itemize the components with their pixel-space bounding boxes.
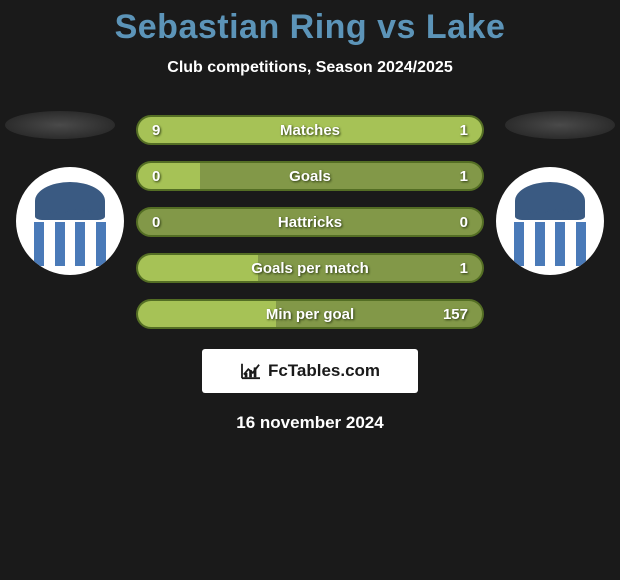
team-crest-left: Π.Α.Ε. Π.Α.Σ. ΛΑΜΙΑ <box>16 167 124 275</box>
crest-label: Π.Α.Ε. Π.Α.Σ. ΛΑΜΙΑ <box>16 209 124 215</box>
stat-row: 01Goals <box>136 161 484 191</box>
shadow-right <box>505 111 615 139</box>
subtitle: Club competitions, Season 2024/2025 <box>0 59 620 77</box>
stat-label: Hattricks <box>138 209 482 235</box>
brand-text: FcTables.com <box>268 361 380 381</box>
chart-icon <box>240 362 262 380</box>
stat-row: 157Min per goal <box>136 299 484 329</box>
crest-label: Π.Α.Ε. Π.Α.Σ. ΛΑΜΙΑ <box>496 209 604 215</box>
stat-bars: 91Matches 01Goals 00Hattricks 1Goals per ma… <box>136 115 484 345</box>
infographic: Sebastian Ring vs Lake Club competitions… <box>0 0 620 433</box>
team-crest-right: Π.Α.Ε. Π.Α.Σ. ΛΑΜΙΑ <box>496 167 604 275</box>
stat-row: 91Matches <box>136 115 484 145</box>
stat-row: 1Goals per match <box>136 253 484 283</box>
stat-row: 00Hattricks <box>136 207 484 237</box>
stat-label: Min per goal <box>138 301 482 327</box>
stat-label: Matches <box>138 117 482 143</box>
page-title: Sebastian Ring vs Lake <box>0 8 620 47</box>
stat-label: Goals <box>138 163 482 189</box>
date-label: 16 november 2024 <box>0 413 620 433</box>
comparison-chart: Π.Α.Ε. Π.Α.Σ. ΛΑΜΙΑ Π.Α.Ε. Π.Α.Σ. ΛΑΜΙΑ … <box>0 105 620 335</box>
stat-label: Goals per match <box>138 255 482 281</box>
shadow-left <box>5 111 115 139</box>
brand-box: FcTables.com <box>202 349 418 393</box>
